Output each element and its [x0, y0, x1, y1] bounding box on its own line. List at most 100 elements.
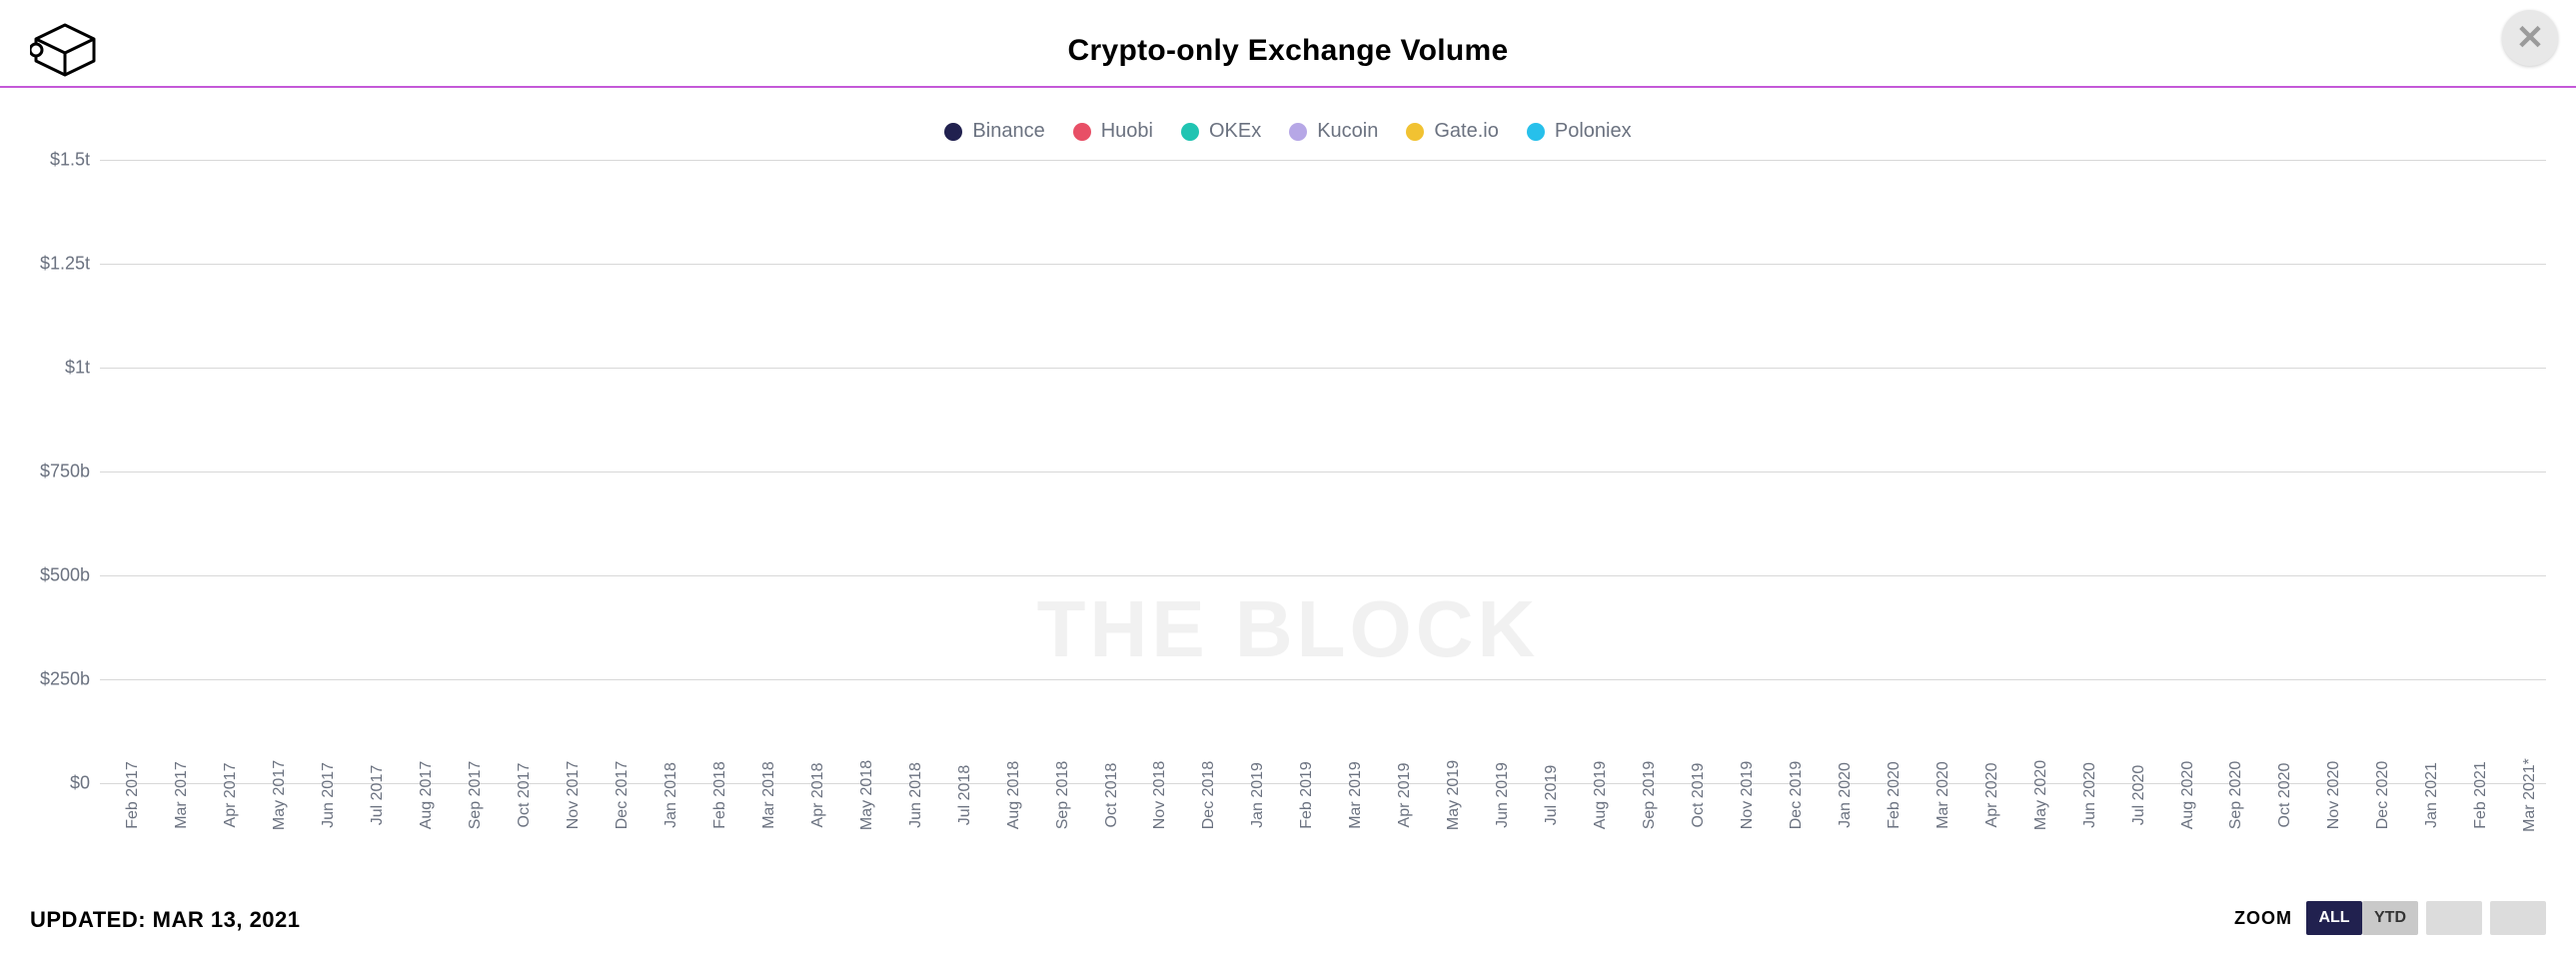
x-tick: Oct 2019 — [1666, 783, 1715, 883]
legend-label: Gate.io — [1434, 120, 1498, 143]
x-tick-label: Dec 2019 — [1788, 761, 1806, 830]
legend-item[interactable]: Poloniex — [1527, 120, 1632, 143]
x-tick-label: May 2017 — [271, 760, 289, 830]
legend-label: Binance — [972, 120, 1044, 143]
x-tick: Mar 2021* — [2497, 783, 2546, 883]
x-tick-label: Nov 2020 — [2325, 761, 2343, 830]
x-tick: Aug 2018 — [980, 783, 1029, 883]
legend-item[interactable]: OKEx — [1181, 120, 1261, 143]
x-tick: Mar 2017 — [149, 783, 198, 883]
y-tick-label: $0 — [70, 773, 90, 794]
x-tick-label: Aug 2020 — [2179, 761, 2197, 830]
x-tick-label: Jun 2020 — [2081, 762, 2099, 828]
x-tick: Jun 2017 — [296, 783, 345, 883]
legend-item[interactable]: Huobi — [1073, 120, 1153, 143]
y-tick-label: $1.25t — [40, 254, 90, 275]
x-tick: Jan 2020 — [1812, 783, 1861, 883]
x-tick: Mar 2020 — [1910, 783, 1958, 883]
chart-area: THE BLOCK $0$250b$500b$750b$1t$1.25t$1.5… — [0, 160, 2576, 883]
x-tick-label: Feb 2020 — [1886, 761, 1904, 829]
zoom-slot-blank-1[interactable] — [2426, 901, 2482, 935]
x-tick-label: May 2019 — [1445, 760, 1463, 830]
x-tick-label: Sep 2018 — [1054, 761, 1072, 830]
x-tick: Feb 2017 — [100, 783, 149, 883]
zoom-button-ytd[interactable]: YTD — [2362, 901, 2418, 935]
legend-item[interactable]: Binance — [944, 120, 1044, 143]
y-tick-label: $1t — [65, 358, 90, 379]
updated-date: MAR 13, 2021 — [153, 907, 301, 932]
x-tick: Apr 2019 — [1372, 783, 1421, 883]
x-tick-label: Apr 2018 — [809, 763, 827, 828]
x-tick-label: Oct 2020 — [2276, 763, 2294, 828]
x-tick-label: Feb 2018 — [711, 761, 729, 829]
x-tick-label: Aug 2019 — [1592, 761, 1610, 830]
legend-label: OKEx — [1209, 120, 1261, 143]
x-tick: Feb 2019 — [1274, 783, 1323, 883]
legend-swatch — [1181, 123, 1199, 141]
x-tick: Aug 2019 — [1568, 783, 1617, 883]
legend-label: Kucoin — [1317, 120, 1378, 143]
x-tick-label: Oct 2017 — [516, 763, 534, 828]
x-tick-label: Mar 2020 — [1934, 761, 1952, 829]
legend: Binance Huobi OKEx Kucoin Gate.io Poloniex — [0, 120, 2576, 147]
x-tick-label: Mar 2017 — [173, 761, 191, 829]
x-tick: Jul 2017 — [345, 783, 394, 883]
x-tick: May 2020 — [2007, 783, 2056, 883]
legend-swatch — [944, 123, 962, 141]
x-tick-label: Aug 2018 — [1005, 761, 1023, 830]
y-tick-label: $500b — [40, 565, 90, 586]
legend-swatch — [1527, 123, 1545, 141]
x-tick: Sep 2019 — [1617, 783, 1666, 883]
x-tick: Feb 2020 — [1861, 783, 1910, 883]
x-tick-label: Nov 2018 — [1151, 761, 1169, 830]
legend-item[interactable]: Gate.io — [1406, 120, 1498, 143]
x-tick-label: Jul 2018 — [956, 765, 974, 826]
x-tick: Mar 2018 — [735, 783, 784, 883]
x-tick: Jan 2018 — [638, 783, 686, 883]
x-tick-label: Jul 2020 — [2130, 765, 2148, 826]
x-tick: Oct 2020 — [2252, 783, 2301, 883]
y-tick-label: $750b — [40, 462, 90, 482]
x-tick-label: Apr 2020 — [1983, 763, 2001, 828]
x-tick-label: Jan 2018 — [662, 762, 680, 828]
x-tick-label: Jun 2019 — [1494, 762, 1512, 828]
x-tick: Jan 2021 — [2399, 783, 2448, 883]
legend-label: Poloniex — [1555, 120, 1632, 143]
x-tick: Nov 2020 — [2301, 783, 2350, 883]
x-tick: Oct 2017 — [492, 783, 541, 883]
x-tick-label: Dec 2017 — [614, 761, 632, 830]
x-tick: Jun 2020 — [2056, 783, 2105, 883]
x-tick: Sep 2017 — [443, 783, 492, 883]
zoom-button-all[interactable]: ALL — [2306, 901, 2362, 935]
updated-footer: UPDATED: MAR 13, 2021 — [30, 907, 301, 933]
y-axis: $0$250b$500b$750b$1t$1.25t$1.5t — [0, 160, 100, 783]
x-tick: May 2019 — [1421, 783, 1470, 883]
x-tick-label: May 2018 — [858, 760, 876, 830]
x-tick: Jun 2018 — [882, 783, 931, 883]
x-tick: Dec 2020 — [2350, 783, 2399, 883]
x-tick: Jan 2019 — [1225, 783, 1274, 883]
x-tick-label: May 2020 — [2032, 760, 2050, 830]
x-tick-label: Jun 2017 — [320, 762, 338, 828]
x-tick-label: Mar 2018 — [760, 761, 778, 829]
x-tick: Jul 2020 — [2105, 783, 2154, 883]
legend-swatch — [1289, 123, 1307, 141]
x-tick-label: Apr 2017 — [222, 763, 240, 828]
x-tick: Feb 2021 — [2448, 783, 2497, 883]
x-tick-label: Jul 2019 — [1543, 765, 1561, 826]
zoom-label: ZOOM — [2234, 908, 2292, 929]
x-tick-label: Oct 2019 — [1690, 763, 1708, 828]
legend-swatch — [1406, 123, 1424, 141]
x-tick: Jul 2018 — [931, 783, 980, 883]
x-tick: Dec 2019 — [1763, 783, 1812, 883]
updated-label: UPDATED: — [30, 907, 146, 932]
zoom-slot-blank-2[interactable] — [2490, 901, 2546, 935]
y-tick-label: $250b — [40, 669, 90, 690]
title-divider — [0, 86, 2576, 88]
x-tick-label: Jul 2017 — [369, 765, 387, 826]
x-tick: Nov 2019 — [1714, 783, 1763, 883]
x-tick: Aug 2017 — [394, 783, 443, 883]
x-tick: Nov 2018 — [1127, 783, 1176, 883]
legend-item[interactable]: Kucoin — [1289, 120, 1378, 143]
x-tick-label: Apr 2019 — [1396, 763, 1414, 828]
